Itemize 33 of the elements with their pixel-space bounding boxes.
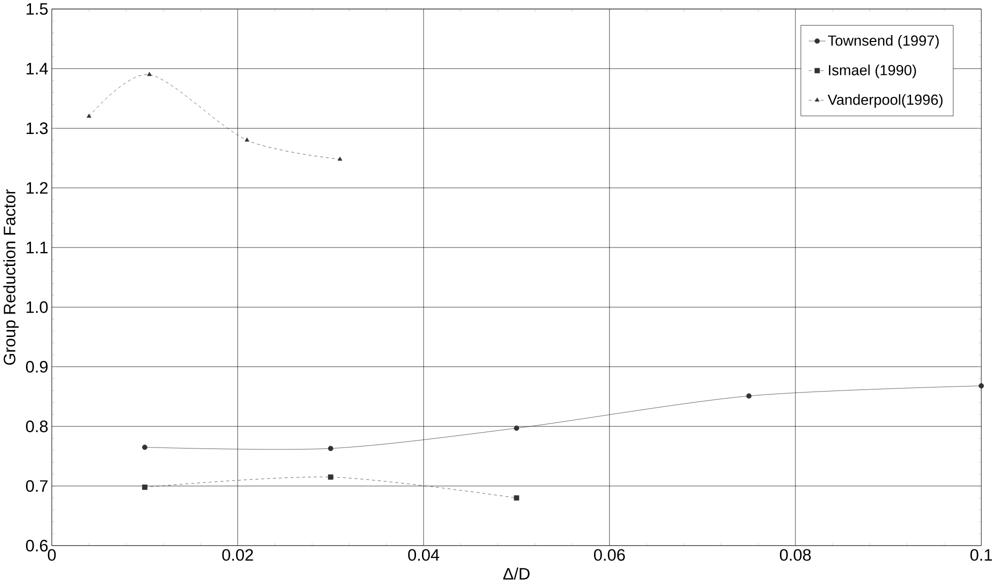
y-tick-label: 1.2 [26,182,48,194]
point [147,72,152,76]
y-tick-label: 0.7 [26,480,48,492]
point [514,426,520,431]
x-tick-label: 0.04 [408,549,440,561]
legend-label: Vanderpool(1996) [828,94,943,108]
x-axis-title: Δ/D [503,568,530,580]
legend-label: Townsend (1997) [828,35,939,49]
point [746,393,752,399]
y-tick-label: 1.3 [26,122,48,134]
y-tick-label: 1.1 [26,242,48,254]
point [328,446,334,452]
point [142,444,148,450]
y-tick-label: 0.9 [26,360,48,373]
legend-label: Ismael (1990) [828,64,916,78]
x-tick-label: 0.06 [594,549,625,561]
y-axis-title: Group Reduction Factor [3,189,19,365]
y-tick-label: 1.4 [26,63,48,74]
point [142,484,148,490]
point [328,474,334,480]
x-tick-label: 0 [48,549,56,561]
point [514,495,520,501]
y-tick-label: 1.5 [26,3,48,15]
y-tick-label: 0.8 [26,420,48,432]
point [338,156,342,161]
point [86,114,92,118]
x-tick-label: 0.08 [780,549,811,561]
point [244,138,250,142]
x-tick-label: 0.1 [970,549,992,561]
x-tick-label: 0.02 [222,549,253,561]
y-tick-label: 0.6 [26,540,48,552]
point [978,383,984,389]
y-tick-label: 1.0 [26,301,48,314]
